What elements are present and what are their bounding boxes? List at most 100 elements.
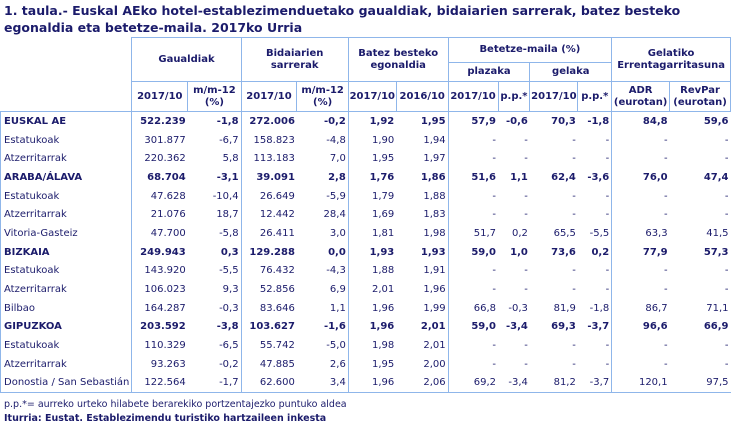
cell-value: -1,8 (589, 302, 610, 314)
cell-value: - (524, 209, 528, 221)
cell-value: - (447, 280, 498, 299)
cell-value: 249.943 (131, 242, 188, 262)
table-title: 1. taula.- Euskal AEko hotel-establezime… (4, 3, 681, 35)
cell-value: - (447, 149, 498, 169)
cell-value: 1,79 (347, 186, 397, 206)
row-label: Atzerritarrak (0, 280, 132, 299)
header-gaualdiak: Gaualdiak (131, 37, 242, 82)
cell-value: - (605, 284, 610, 296)
cell-value: - (605, 340, 610, 352)
cell-value: - (447, 130, 498, 150)
cell-value: -0,2 (219, 358, 239, 370)
cell-value: 0,0 (328, 246, 346, 258)
table-row: Estatukoak 301.877 -6,7 158.823 -4,8 1,90 1,94… (0, 130, 731, 150)
row-label: Atzerritarrak (0, 354, 132, 374)
cell-value: -5,5 (589, 227, 610, 239)
cell-value: 12.442 (240, 205, 297, 225)
table-row: GIPUZKOA 203.592 -3,8 103.627 -1,6 1,96 2,01 59… (0, 317, 731, 337)
cell-value: 1,93 (420, 246, 446, 258)
cell-value: 2,8 (328, 171, 346, 183)
cell-value: -0,3 (219, 302, 239, 314)
cell-value: 1,69 (347, 205, 397, 225)
header-egonaldia: Batez besteko egonaldia (347, 37, 449, 82)
cell-value: 47.700 (131, 224, 188, 243)
row-label: ARABA/ÁLAVA (0, 168, 132, 187)
cell-value: - (724, 284, 729, 296)
cell-value: 28,4 (323, 209, 346, 221)
cell-value: 1,96 (347, 317, 397, 337)
cell-value: 113.183 (240, 149, 297, 169)
cell-value: 83.646 (240, 298, 297, 318)
cell-value: - (611, 130, 670, 150)
cell-value: 3,4 (296, 373, 349, 394)
table-row: ARABA/ÁLAVA 68.704 -3,1 39.091 2,8 1,76 1,86 51… (0, 168, 731, 187)
cell-value: 2,00 (423, 358, 446, 370)
cell-value: -5,8 (219, 227, 239, 239)
cell-value: 39.091 (240, 168, 297, 187)
cell-value: - (572, 209, 576, 221)
cell-value: 47.885 (240, 354, 297, 374)
header-gelaka: gelaka (529, 62, 613, 82)
column-header: ADR (eurotan) (611, 81, 671, 112)
row-label: Estatukoak (0, 130, 132, 150)
cell-value: 164.287 (131, 298, 188, 318)
row-label: Donostia / San Sebastián (0, 373, 132, 394)
cell-value: 122.564 (131, 373, 188, 394)
cell-value: - (724, 134, 729, 146)
table-row: EUSKAL AE 522.239 -1,8 272.006 -0,2 1,92 1,95 5… (0, 110, 731, 131)
cell-value: 76,0 (611, 168, 670, 187)
cell-value: - (724, 340, 729, 352)
column-header: m/m-12 (%) (296, 81, 349, 112)
cell-value: - (724, 358, 729, 370)
cell-value: 1,96 (423, 284, 446, 296)
cell-value: - (447, 205, 498, 225)
cell-value: -3,6 (587, 171, 610, 183)
column-header: 2017/10 (131, 81, 189, 112)
cell-value: - (605, 153, 610, 165)
cell-value: 97,5 (669, 373, 731, 394)
cell-value: 52.856 (240, 280, 297, 299)
cell-value: - (447, 354, 498, 374)
cell-value: 86,7 (611, 298, 670, 318)
cell-value: 77,9 (611, 242, 670, 262)
cell-value: 1,96 (347, 298, 397, 318)
cell-value: 51,6 (447, 168, 498, 187)
cell-value: - (605, 209, 610, 221)
cell-value: 47.628 (131, 186, 188, 206)
cell-value: 68.704 (131, 168, 188, 187)
cell-value: - (605, 358, 610, 370)
column-header: m/m-12 (%) (187, 81, 242, 112)
cell-value: 3,0 (329, 227, 346, 239)
cell-value: 84,8 (611, 110, 670, 131)
table-row: Bilbao 164.287 -0,3 83.646 1,1 1,96 1,99 66,8 -0… (0, 298, 731, 318)
corner-cell (0, 37, 132, 112)
column-header: p.p.* (577, 81, 613, 112)
cell-value: 2,06 (396, 373, 449, 394)
cell-value: 51,7 (447, 224, 498, 243)
cell-value: -1,8 (187, 110, 242, 131)
cell-value: 120,1 (611, 373, 670, 394)
cell-value: -3,4 (506, 321, 528, 333)
data-table: Gaualdiak Bidaiarien sarrerak Batez best… (0, 37, 731, 394)
row-label: GIPUZKOA (0, 317, 132, 337)
cell-value: - (605, 134, 610, 146)
header-errentagarritasuna: Gelatiko Errentagarritasuna (611, 37, 731, 82)
cell-value: -5,5 (219, 265, 239, 277)
table-row: Atzerritarrak 21.076 18,7 12.442 28,4 1,69 1,8… (0, 205, 731, 225)
cell-value: 1,95 (347, 354, 397, 374)
cell-value: 1,91 (423, 265, 446, 277)
cell-value: 18,7 (216, 209, 239, 221)
row-label: Atzerritarrak (0, 149, 132, 169)
cell-value: 55.742 (240, 336, 297, 355)
table-row: Estatukoak 110.329 -6,5 55.742 -5,0 1,98 2,01-… (0, 336, 731, 355)
cell-value: 1,83 (423, 209, 446, 221)
row-label: Estatukoak (0, 186, 132, 206)
cell-value: 1,96 (347, 373, 397, 394)
cell-value: - (611, 354, 670, 374)
table-row: Donostia / San Sebastián 122.564 -1,7 62.60… (0, 373, 731, 394)
cell-value: -3,4 (498, 373, 530, 394)
cell-value: - (611, 186, 670, 206)
column-header: 2017/10 (240, 81, 298, 112)
cell-value: - (572, 190, 576, 202)
cell-value: - (572, 134, 576, 146)
